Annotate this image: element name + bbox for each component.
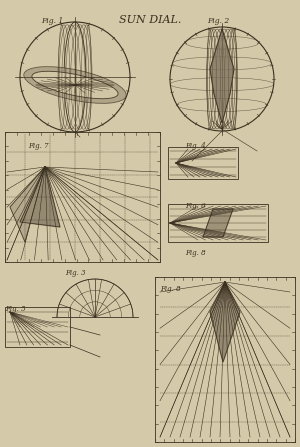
Text: SUN DIAL.: SUN DIAL. <box>119 15 181 25</box>
Bar <box>5 307 70 347</box>
Text: Fig. 4: Fig. 4 <box>185 142 206 150</box>
Polygon shape <box>203 209 233 237</box>
Text: Fig. 3: Fig. 3 <box>65 269 85 277</box>
Polygon shape <box>210 282 240 362</box>
Bar <box>168 147 238 179</box>
Bar <box>168 204 268 242</box>
Text: Fig. 7: Fig. 7 <box>28 142 49 150</box>
Ellipse shape <box>32 71 118 99</box>
Bar <box>155 277 295 442</box>
Bar <box>5 132 160 262</box>
Text: Fig. 8: Fig. 8 <box>185 249 206 257</box>
Text: Fig. 1: Fig. 1 <box>41 17 63 25</box>
Ellipse shape <box>24 67 126 103</box>
Polygon shape <box>20 167 60 227</box>
Text: Fig. 2: Fig. 2 <box>207 17 229 25</box>
Text: Fig. 6: Fig. 6 <box>185 202 206 210</box>
Text: Fig. 8: Fig. 8 <box>160 285 181 293</box>
Text: Fig. 5: Fig. 5 <box>5 305 26 313</box>
Polygon shape <box>210 29 234 123</box>
Polygon shape <box>10 167 45 242</box>
